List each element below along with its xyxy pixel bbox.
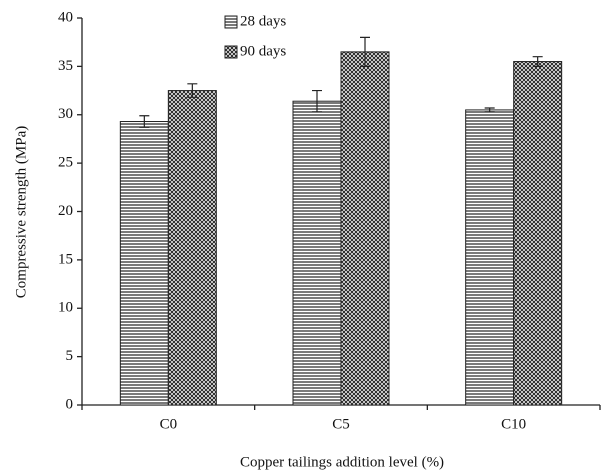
y-tick-label: 40 [58, 9, 73, 25]
bar [340, 51, 390, 406]
x-axis-label: Copper tailings addition level (%) [240, 454, 444, 470]
y-tick-label: 15 [58, 251, 73, 267]
legend-swatch [224, 45, 238, 59]
bar [292, 100, 342, 406]
bar [513, 61, 563, 406]
y-axis-label: Compressive strength (MPa) [13, 126, 29, 298]
x-tick-label: C0 [160, 416, 178, 432]
y-tick-label: 20 [58, 203, 73, 219]
error-bar [360, 36, 370, 67]
error-bar [484, 107, 495, 113]
y-tick-label: 10 [58, 300, 73, 316]
y-tick-label: 5 [66, 348, 74, 364]
legend-label: 28 days [240, 13, 286, 29]
error-bar [139, 115, 150, 128]
y-tick-label: 30 [58, 106, 73, 122]
error-bar [187, 83, 198, 98]
legend-swatch [224, 15, 238, 29]
y-tick-label: 25 [58, 155, 73, 171]
error-bar [532, 56, 543, 67]
y-tick-label: 0 [66, 396, 74, 412]
error-bar [312, 89, 322, 113]
legend-label: 90 days [240, 43, 286, 59]
bar [167, 90, 217, 406]
bar [465, 109, 515, 406]
bar [119, 121, 169, 406]
x-tick-label: C10 [501, 416, 526, 432]
x-tick-label: C5 [332, 416, 350, 432]
y-tick-label: 35 [58, 58, 73, 74]
